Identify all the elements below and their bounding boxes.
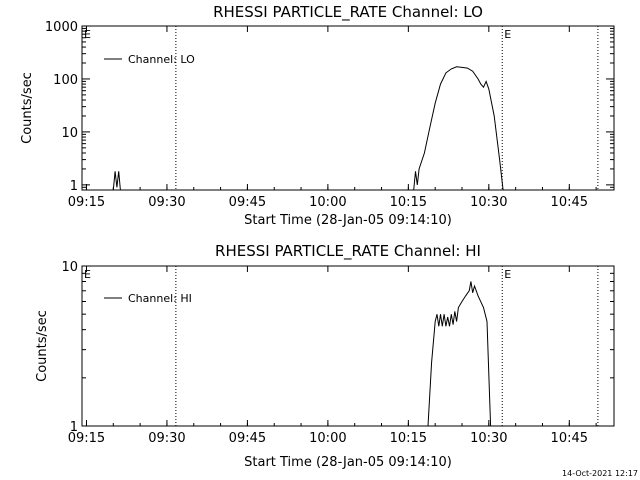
y-tick-label: 10	[61, 260, 78, 275]
y-tick-label: 1	[70, 179, 78, 194]
x-tick-label: 10:45	[551, 431, 588, 446]
x-tick-label: 09:15	[68, 431, 105, 446]
y-tick-label: 100	[53, 73, 78, 88]
x-tick-label: 09:45	[229, 431, 266, 446]
timestamp-footer: 14-Oct-2021 12:17	[562, 469, 638, 478]
chart-title: RHESSI PARTICLE_RATE Channel: HI	[215, 242, 481, 261]
marker-label: E	[84, 268, 91, 281]
x-tick-label: 10:30	[470, 431, 507, 446]
marker-label: E	[84, 28, 91, 41]
x-tick-label: 09:15	[68, 195, 105, 210]
x-tick-label: 10:00	[309, 431, 346, 446]
x-tick-label: 10:00	[309, 195, 346, 210]
x-axis-label: Start Time (28-Jan-05 09:14:10)	[244, 455, 452, 470]
x-axis: 09:15 09:30 09:45 10:00 10:15 10:30 10:45	[68, 266, 597, 446]
marker-label: E	[504, 268, 511, 281]
y-axis-label: Counts/sec	[20, 72, 35, 144]
y-axis: 1 10	[61, 260, 614, 435]
series-line-lo	[82, 66, 504, 191]
x-axis-label: Start Time (28-Jan-05 09:14:10)	[244, 213, 452, 228]
series-line-hi	[427, 281, 492, 427]
x-axis: 09:15 09:30 09:45 10:00 10:15 10:30 10:45	[68, 26, 597, 210]
y-tick-label: 1	[70, 420, 78, 435]
y-tick-label: 10	[61, 126, 78, 141]
legend-entry: Channel: HI	[128, 292, 192, 305]
legend-entry: Channel: LO	[128, 53, 195, 66]
y-tick-label: 1000	[45, 20, 78, 35]
y-axis-label: Counts/sec	[35, 310, 50, 382]
chart-title: RHESSI PARTICLE_RATE Channel: LO	[213, 3, 483, 22]
marker-label: E	[504, 28, 511, 41]
x-tick-label: 09:30	[148, 431, 185, 446]
x-tick-label: 09:30	[148, 195, 185, 210]
plot-frame	[81, 265, 615, 427]
x-tick-label: 10:30	[470, 195, 507, 210]
y-axis: 1 10 100 1000	[45, 20, 614, 194]
x-tick-label: 10:45	[551, 195, 588, 210]
x-tick-label: 09:45	[229, 195, 266, 210]
x-tick-label: 10:15	[390, 195, 427, 210]
x-tick-label: 10:15	[390, 431, 427, 446]
plot-frame	[81, 25, 615, 191]
